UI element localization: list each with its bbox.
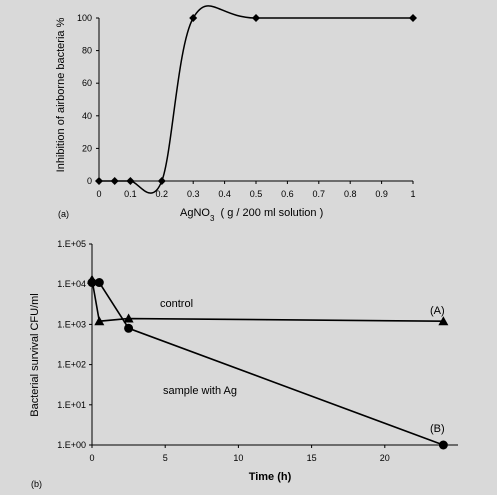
chart-a-x-tick-label: 1 (410, 189, 415, 199)
chart-b-panel-label: (b) (31, 479, 42, 489)
chart-b-data-point (438, 316, 449, 326)
chart-a-x-tick-label: 0.5 (250, 189, 263, 199)
chart-b-y-tick-label: 1.E+05 (57, 239, 86, 249)
chart-a-y-axis-label: Inhibition of airborne bacteria % (55, 17, 67, 172)
chart-b-annotation: (A) (430, 305, 445, 317)
chart-b-data-point (94, 316, 105, 326)
chart-a-x-tick-label: 0.7 (313, 189, 326, 199)
chart-b-x-tick-label: 20 (380, 453, 390, 463)
chart-a-y-tick-label: 60 (82, 78, 92, 88)
chart-a-x-tick-label: 0.4 (218, 189, 231, 199)
chart-b-data-point (87, 278, 97, 288)
chart-a-y-tick-label: 0 (87, 176, 92, 186)
chart-a-data-point (252, 14, 260, 22)
chart-b-y-tick-label: 1.E+04 (57, 279, 86, 289)
chart-a-x-tick-label: 0.1 (124, 189, 137, 199)
chart-a-x-tick-label: 0 (96, 189, 101, 199)
chart-b-series-line (92, 281, 444, 446)
chart-a-x-tick-label: 0.3 (187, 189, 200, 199)
chart-b-ticks: 1.E+00 1.E+01 1.E+02 1.E+03 1.E+04 1.E+05 0 5 10… (57, 239, 390, 463)
chart-b-y-tick-label: 1.E+00 (57, 440, 86, 450)
chart-b-series-line (91, 279, 444, 323)
chart-a-series-line (98, 5, 413, 194)
chart-b-x-axis-label: Time (h) (249, 471, 292, 483)
chart-a-x-tick-label: 0.8 (344, 189, 357, 199)
chart-a-y-tick-label: 20 (82, 143, 92, 153)
chart-b-annotation: (B) (430, 423, 445, 435)
chart-a-x-axis-label: AgNO3 ( g / 200 ml solution ) (180, 207, 323, 223)
chart-b-annotation: control (160, 298, 193, 310)
chart-a-ticks: 0 20 40 60 80 100 0 0.1 0.2 0.3 0.4 0.5 0.6 0.7 0.8 0.9… (77, 13, 416, 199)
chart-b-x-tick-label: 5 (163, 453, 168, 463)
chart-b-y-tick-label: 1.E+03 (57, 319, 86, 329)
chart-a-data-point (409, 14, 417, 22)
chart-a-y-tick-label: 100 (77, 13, 92, 23)
chart-a-x-tick-label: 0.9 (375, 189, 388, 199)
chart-a-data-point (126, 177, 135, 185)
chart-b: Bacterial survival CFU/ml 1.E+001.E+011.… (29, 239, 458, 489)
chart-b-x-tick-label: 15 (307, 453, 317, 463)
chart-b-data-point (94, 278, 104, 288)
chart-a-y-tick-label: 80 (82, 46, 92, 56)
chart-a-marks (95, 5, 417, 194)
chart-a-y-tick-label: 40 (82, 111, 92, 121)
chart-b-data-point (124, 323, 134, 333)
chart-a-x-tick-label: 0.2 (156, 189, 169, 199)
chart-b-marks (87, 274, 449, 450)
chart-a-data-point (110, 177, 119, 185)
chart-b-data-point (123, 313, 134, 323)
chart-b-x-tick-label: 0 (89, 453, 94, 463)
chart-b-axes (89, 243, 458, 448)
chart-a-data-point (189, 14, 198, 22)
chart-b-y-tick-label: 1.E+02 (57, 360, 86, 370)
chart-b-annotations: control sample with Ag (A) (B) (160, 298, 445, 435)
chart-b-annotation: sample with Ag (163, 385, 237, 397)
chart-a-x-tick-label: 0.6 (281, 189, 294, 199)
chart-a-data-point (95, 177, 103, 185)
chart-b-x-tick-label: 10 (233, 453, 243, 463)
chart-a-panel-label: (a) (58, 209, 69, 219)
chart-b-y-axis-label: Bacterial survival CFU/ml (29, 293, 41, 416)
chart-a: Inhibition of airborne bacteria % 0 20 40 6… (55, 5, 417, 223)
chart-a-axes (96, 17, 414, 184)
chart-b-y-tick-label: 1.E+01 (57, 400, 86, 410)
chart-b-data-point (438, 440, 448, 450)
chart-a-data-point (157, 177, 166, 185)
